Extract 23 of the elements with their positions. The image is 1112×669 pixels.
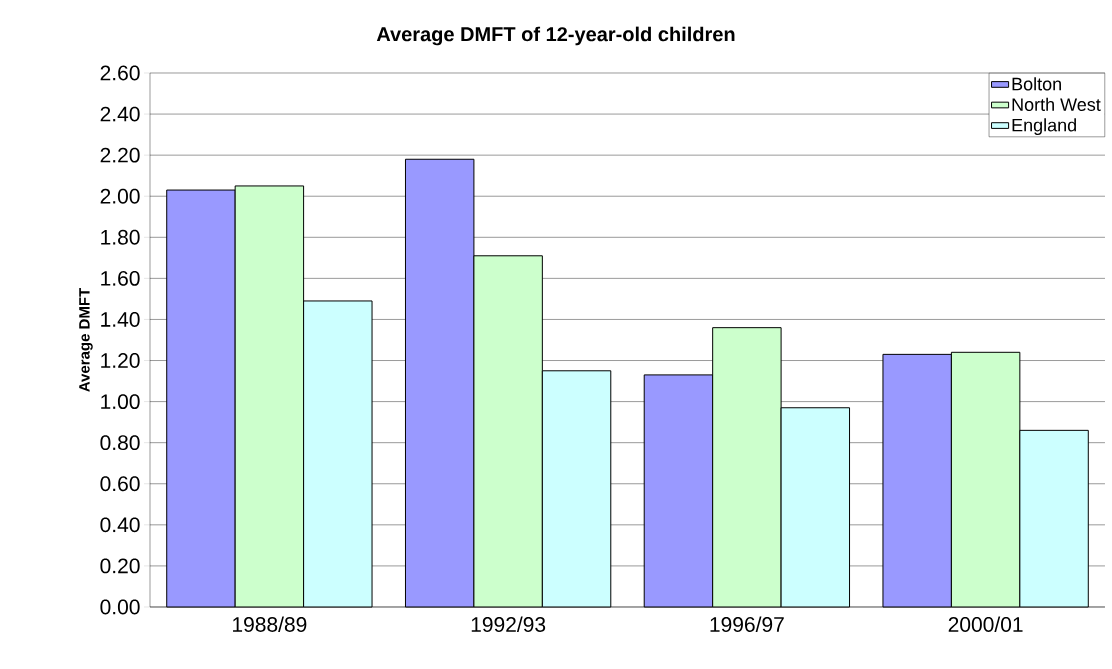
x-tick-label: 1992/93 [471,616,546,632]
x-tick-label: 1996/97 [710,616,784,632]
y-tick-label: 0.80 [100,435,140,451]
y-tick-label: 0.20 [100,558,140,574]
y-tick-label: 0.60 [100,476,140,492]
y-tick-label: 0.00 [100,599,140,615]
legend-label: England [1012,118,1076,136]
y-tick-label: 1.20 [101,353,140,368]
legend-label: North West [1012,97,1101,111]
y-tick-label: 0.40 [100,517,140,533]
y-tick-label: 2.00 [100,188,140,204]
x-tick-label: 1988/89 [233,616,307,632]
y-tick-label: 2.60 [100,65,140,81]
y-axis-title: Average DMFT [79,287,93,392]
y-tick-label: 1.60 [101,270,140,286]
chart-title: Average DMFT of 12-year-old children [376,26,735,46]
y-tick-label: 2.20 [100,147,140,163]
y-tick-label: 1.00 [101,394,140,410]
legend-label: Bolton [1012,77,1061,91]
y-tick-label: 2.40 [100,106,140,122]
y-tick-label: 1.40 [101,312,140,327]
y-tick-label: 1.80 [101,229,140,245]
x-tick-label: 2000/01 [948,616,1023,632]
